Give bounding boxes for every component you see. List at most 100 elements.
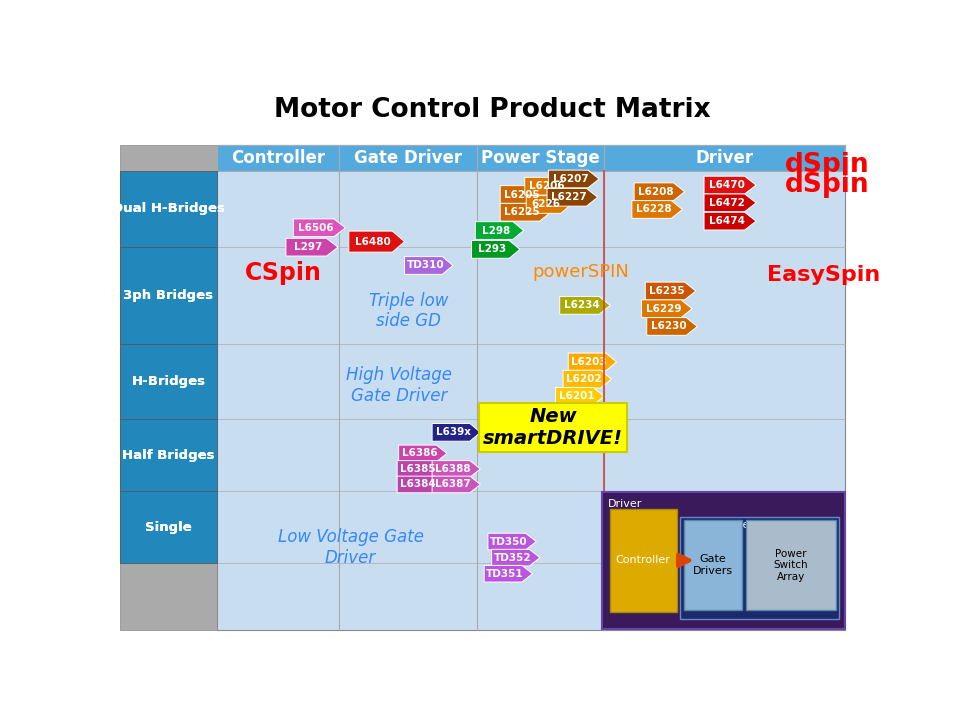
FancyBboxPatch shape — [120, 247, 217, 344]
Text: L297: L297 — [295, 242, 323, 252]
FancyBboxPatch shape — [217, 145, 846, 630]
Polygon shape — [526, 196, 571, 213]
Text: L6228: L6228 — [636, 204, 672, 215]
Text: CSpin: CSpin — [245, 261, 323, 284]
Text: L6206: L6206 — [529, 181, 564, 192]
Text: L6472: L6472 — [708, 198, 745, 208]
Polygon shape — [492, 549, 540, 566]
Text: Controller: Controller — [231, 148, 325, 166]
Text: Power Stage: Power Stage — [481, 148, 600, 166]
Polygon shape — [704, 194, 756, 212]
Text: Power
Switch
Array: Power Switch Array — [774, 549, 808, 582]
Text: L6208: L6208 — [638, 186, 674, 197]
Text: L293: L293 — [478, 244, 507, 254]
Text: Driver: Driver — [608, 499, 642, 509]
Text: Half Bridges: Half Bridges — [122, 449, 215, 462]
Text: L6506: L6506 — [299, 222, 334, 233]
FancyBboxPatch shape — [610, 509, 677, 612]
Polygon shape — [397, 461, 445, 477]
FancyBboxPatch shape — [120, 145, 217, 630]
Text: L6386: L6386 — [402, 449, 438, 459]
Text: Dual H-Bridges: Dual H-Bridges — [112, 202, 225, 215]
Text: New
smartDRIVE!: New smartDRIVE! — [483, 407, 623, 448]
Polygon shape — [348, 231, 404, 252]
FancyBboxPatch shape — [746, 520, 836, 611]
Text: 3ph Bridges: 3ph Bridges — [123, 289, 213, 302]
Polygon shape — [432, 423, 480, 441]
Polygon shape — [475, 222, 523, 240]
Polygon shape — [547, 189, 598, 206]
Polygon shape — [432, 476, 480, 492]
Text: EasySpin: EasySpin — [767, 265, 880, 285]
Text: Half Bridges: Half Bridges — [122, 449, 215, 462]
Text: TD351: TD351 — [487, 569, 524, 579]
FancyBboxPatch shape — [479, 403, 628, 451]
Polygon shape — [397, 476, 445, 492]
Text: TD350: TD350 — [491, 536, 528, 546]
Text: L298: L298 — [482, 225, 511, 235]
Polygon shape — [432, 461, 480, 477]
Text: H-Bridges: H-Bridges — [132, 375, 205, 388]
Text: TD310: TD310 — [407, 261, 444, 271]
FancyBboxPatch shape — [684, 520, 742, 611]
Text: Gate Driver: Gate Driver — [354, 148, 463, 166]
Text: L639x: L639x — [436, 428, 470, 437]
Text: Single: Single — [145, 521, 192, 534]
Text: powerSPIN: powerSPIN — [533, 263, 630, 281]
FancyBboxPatch shape — [120, 344, 217, 419]
Text: dSpin: dSpin — [784, 172, 869, 198]
Polygon shape — [398, 445, 447, 462]
Text: High Voltage
Gate Driver: High Voltage Gate Driver — [346, 366, 452, 405]
Polygon shape — [647, 318, 697, 336]
Text: L6234: L6234 — [564, 300, 600, 310]
Text: Driver: Driver — [695, 148, 754, 166]
FancyBboxPatch shape — [120, 419, 217, 491]
FancyBboxPatch shape — [120, 247, 217, 344]
Polygon shape — [556, 387, 604, 405]
FancyBboxPatch shape — [120, 171, 217, 247]
Polygon shape — [635, 183, 684, 201]
Text: L6202: L6202 — [566, 374, 602, 384]
Text: L6207: L6207 — [553, 174, 588, 184]
Polygon shape — [704, 176, 756, 194]
Text: L6470: L6470 — [708, 180, 745, 190]
Text: Dual H-Bridges: Dual H-Bridges — [112, 202, 225, 215]
Polygon shape — [294, 219, 346, 237]
Polygon shape — [632, 201, 683, 218]
Text: dSpin: dSpin — [784, 152, 869, 178]
Text: L6385: L6385 — [400, 464, 436, 474]
FancyBboxPatch shape — [120, 344, 217, 419]
Text: L6480: L6480 — [355, 237, 391, 247]
Text: L6384: L6384 — [400, 480, 436, 490]
Text: 3ph Bridges: 3ph Bridges — [123, 289, 213, 302]
FancyBboxPatch shape — [120, 419, 217, 491]
Text: L6388: L6388 — [435, 464, 471, 474]
Text: Low Voltage Gate
Driver: Low Voltage Gate Driver — [277, 528, 423, 567]
Polygon shape — [560, 297, 611, 314]
Polygon shape — [488, 534, 537, 550]
Polygon shape — [500, 203, 551, 221]
Text: L6229: L6229 — [646, 304, 682, 314]
Text: TD352: TD352 — [493, 553, 532, 562]
Text: Triple low
side GD: Triple low side GD — [369, 292, 448, 330]
Polygon shape — [525, 177, 575, 195]
Text: L6205: L6205 — [504, 189, 540, 199]
Text: Motor Control Product Matrix: Motor Control Product Matrix — [274, 96, 710, 122]
FancyBboxPatch shape — [681, 517, 839, 618]
FancyBboxPatch shape — [602, 492, 846, 629]
Text: Gate
Drivers: Gate Drivers — [693, 554, 733, 576]
Polygon shape — [404, 256, 453, 274]
Text: H-Bridges: H-Bridges — [132, 375, 205, 388]
Text: L6225: L6225 — [504, 207, 540, 217]
Polygon shape — [564, 370, 612, 388]
Polygon shape — [484, 565, 533, 582]
Text: L6201: L6201 — [559, 391, 594, 401]
Polygon shape — [641, 300, 692, 318]
Text: 6226: 6226 — [531, 199, 560, 210]
FancyBboxPatch shape — [120, 491, 217, 563]
Text: L6230: L6230 — [651, 321, 686, 331]
Polygon shape — [500, 186, 551, 203]
Polygon shape — [471, 240, 520, 258]
Polygon shape — [704, 212, 756, 230]
Text: Controller: Controller — [615, 555, 670, 565]
